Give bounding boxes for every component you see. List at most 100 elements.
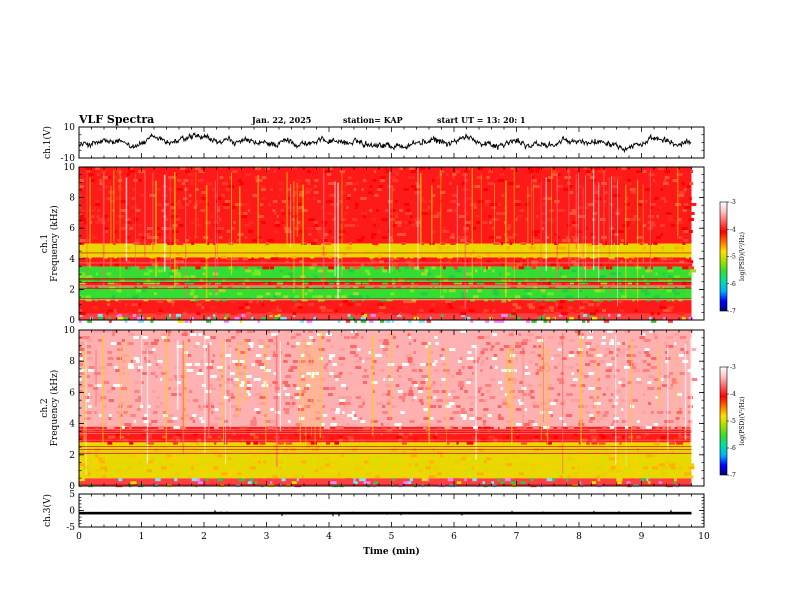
spectrogram-texture bbox=[542, 194, 549, 197]
spectrogram-texture bbox=[663, 375, 670, 378]
spectrogram-texture bbox=[529, 252, 535, 256]
spectrogram-texture bbox=[79, 185, 85, 188]
spectrogram-texture bbox=[355, 312, 358, 316]
spectrogram-texture bbox=[448, 384, 453, 387]
spectrogram-texture bbox=[554, 233, 557, 236]
spectrogram-texture bbox=[415, 442, 420, 446]
spectrogram-texture bbox=[324, 417, 327, 420]
spectrogram-texture bbox=[630, 478, 634, 482]
y-tick-label: 4 bbox=[69, 255, 75, 265]
spectrogram-texture bbox=[647, 221, 655, 224]
spectrogram-texture bbox=[190, 289, 195, 293]
spectrogram-texture bbox=[351, 260, 358, 264]
spectrogram-texture bbox=[627, 194, 630, 197]
spectrogram-texture bbox=[295, 333, 301, 336]
spectrogram-texture bbox=[574, 414, 581, 417]
spectrogram-texture bbox=[461, 191, 467, 194]
spectrogram-texture bbox=[534, 239, 540, 242]
spectrogram-texture bbox=[195, 224, 202, 227]
spectrogram-texture bbox=[675, 295, 681, 299]
spectrogram-texture bbox=[491, 218, 499, 221]
spectrogram-texture bbox=[656, 215, 659, 218]
spectrogram-texture bbox=[129, 441, 134, 445]
spectrogram-texture bbox=[265, 442, 271, 446]
spectrogram-texture bbox=[589, 417, 595, 420]
spectrogram-texture bbox=[324, 292, 329, 296]
spectrogram-texture bbox=[130, 481, 137, 485]
spectrogram-texture bbox=[617, 451, 621, 455]
spectrogram-texture bbox=[653, 423, 658, 426]
spectrogram-texture bbox=[547, 218, 554, 221]
spectrogram-texture bbox=[126, 426, 130, 430]
spectrogram-texture bbox=[348, 372, 353, 375]
spectrogram-texture bbox=[687, 260, 694, 264]
spectrogram-texture bbox=[184, 319, 189, 323]
spectrogram-texture bbox=[660, 378, 664, 381]
spectrogram-texture bbox=[402, 233, 406, 236]
spectrogram-texture bbox=[257, 460, 262, 464]
spectrogram-texture bbox=[351, 197, 358, 200]
spectrogram-texture bbox=[253, 435, 259, 439]
spectrogram-texture bbox=[299, 360, 306, 363]
spectrogram-texture bbox=[165, 257, 172, 261]
spectrogram-texture bbox=[461, 295, 467, 299]
spectrogram-texture bbox=[306, 249, 313, 253]
spectrogram-texture bbox=[477, 167, 483, 170]
spectrogram-texture bbox=[189, 319, 192, 323]
spectrogram-texture bbox=[123, 316, 129, 320]
spectrogram-texture bbox=[186, 369, 194, 372]
spectrogram-texture bbox=[324, 457, 328, 461]
spectrogram-texture bbox=[499, 348, 504, 351]
spectrogram-texture bbox=[664, 170, 671, 173]
spectrogram-texture bbox=[141, 426, 148, 430]
spectrogram-texture bbox=[132, 295, 139, 299]
spectrogram-texture bbox=[345, 363, 351, 366]
spectrogram-texture bbox=[612, 185, 618, 188]
spectrogram-texture bbox=[676, 451, 683, 455]
spectrogram-texture bbox=[585, 170, 592, 173]
spectrogram-texture bbox=[103, 227, 109, 230]
spectrogram-texture bbox=[323, 224, 326, 227]
spectrogram-texture bbox=[642, 360, 647, 363]
spectrogram-texture bbox=[487, 246, 491, 250]
spectrogram-texture bbox=[208, 384, 214, 387]
spectrogram-texture bbox=[174, 260, 180, 264]
spectrogram-texture bbox=[79, 363, 83, 366]
spectrogram-streak bbox=[506, 349, 509, 408]
spectrogram-texture bbox=[683, 203, 689, 206]
spectrogram-texture bbox=[514, 369, 518, 372]
spectrogram-streak bbox=[225, 336, 226, 465]
spectrogram-texture bbox=[616, 176, 623, 179]
spectrogram-texture bbox=[681, 463, 684, 467]
spectrogram-texture bbox=[211, 260, 216, 264]
spectrogram-texture bbox=[546, 441, 552, 445]
spectrogram-texture bbox=[608, 255, 615, 259]
spectrogram-texture bbox=[306, 414, 314, 417]
spectrogram-texture bbox=[167, 286, 174, 290]
spectrogram-texture bbox=[98, 414, 102, 417]
spectrogram-texture bbox=[106, 363, 113, 366]
spectrogram-texture bbox=[531, 233, 538, 236]
spectrogram-texture bbox=[331, 257, 338, 261]
spectrogram-texture bbox=[177, 206, 184, 209]
spectrogram-texture bbox=[337, 360, 342, 363]
spectrogram-texture bbox=[85, 298, 92, 302]
spectrogram-texture bbox=[379, 243, 385, 247]
spectrogram-texture bbox=[120, 472, 124, 476]
spectrogram-texture bbox=[669, 372, 673, 375]
spectrogram-texture bbox=[114, 281, 119, 285]
spectrogram-texture bbox=[690, 212, 695, 215]
spectrogram-texture bbox=[117, 451, 121, 455]
spectrogram-texture bbox=[353, 182, 360, 185]
spectrogram-texture bbox=[589, 414, 594, 417]
spectrogram-texture bbox=[120, 387, 127, 390]
spectrogram-texture bbox=[559, 300, 566, 304]
spectrogram-texture bbox=[649, 469, 653, 473]
spectrogram-texture bbox=[654, 378, 659, 381]
spectrogram-texture bbox=[429, 309, 434, 313]
spectrogram-texture bbox=[488, 435, 495, 439]
spectrogram-texture bbox=[394, 472, 398, 476]
spectrogram-texture bbox=[392, 289, 397, 293]
spectrogram-texture bbox=[224, 342, 228, 345]
spectrogram-texture bbox=[184, 284, 189, 288]
